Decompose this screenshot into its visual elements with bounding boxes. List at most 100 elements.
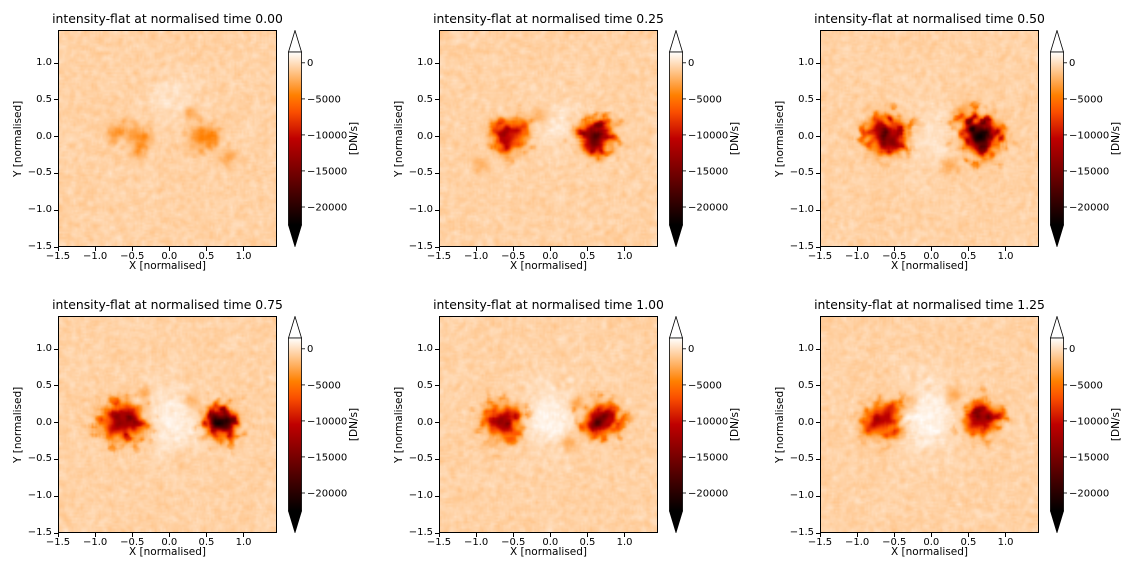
x-tick-mark (586, 533, 588, 537)
y-tick-label: 0.5 (417, 93, 433, 105)
x-tick-mark (205, 247, 207, 251)
x-tick-mark (624, 247, 626, 251)
colorbar-gradient-bar (1050, 337, 1064, 512)
y-tick-mark (54, 172, 58, 174)
x-tick-label: 0.5 (198, 537, 215, 548)
panel-title: intensity-flat at normalised time 0.25 (433, 11, 664, 26)
colorbar-axis-label: [DN/s] (348, 408, 360, 441)
x-tick-mark (94, 533, 96, 537)
y-tick-label: 1.0 (798, 343, 814, 355)
colorbar-gradient-bar (288, 51, 302, 226)
y-tick-label: −1.0 (408, 204, 433, 216)
x-tick-label: 0.5 (960, 251, 977, 262)
y-tick-mark (816, 136, 820, 138)
y-tick-mark (54, 99, 58, 101)
colorbar-extend-under-arrow (669, 510, 684, 533)
x-tick-label: −1.0 (463, 251, 489, 262)
colorbar-tick-label: −15000 (688, 452, 728, 463)
y-tick-mark (816, 422, 820, 424)
colorbar-extend-over-arrow (288, 30, 303, 53)
y-tick-label: −1.5 (408, 527, 433, 538)
colorbar-tick-label: −10000 (688, 130, 728, 141)
x-tick-mark (512, 533, 514, 537)
x-tick-mark (930, 533, 932, 537)
x-tick-mark (586, 247, 588, 251)
x-axis-label: X [normalised] (890, 260, 969, 272)
panel-title: intensity-flat at normalised time 0.50 (814, 11, 1045, 26)
x-tick-mark (1005, 533, 1007, 537)
colorbar-extend-over-arrow (669, 30, 684, 53)
y-tick-mark (816, 209, 820, 211)
x-tick-mark (967, 533, 969, 537)
y-tick-label: 0.5 (417, 379, 433, 391)
colorbar-extend-under-arrow (669, 224, 684, 247)
x-tick-mark (856, 533, 858, 537)
colorbar-tick-label: −20000 (307, 488, 347, 499)
colorbar-axis-label: [DN/s] (1110, 408, 1122, 441)
colorbar-extend-under-arrow (288, 510, 303, 533)
x-tick-label: −1.5 (426, 537, 452, 548)
colorbar-axis-label: [DN/s] (729, 408, 741, 441)
x-tick-label: 1.0 (997, 251, 1014, 262)
x-tick-label: −1.5 (45, 537, 71, 548)
colorbar-tick-label: −5000 (1069, 94, 1103, 105)
x-axis-label: X [normalised] (128, 546, 207, 558)
colorbar: 0 −5000 −10000 −15000 −20000 [DN/s] (288, 30, 360, 247)
colorbar-tick-label: −5000 (307, 94, 341, 105)
colorbar-tick-label: −10000 (307, 130, 347, 141)
colorbar: 0 −5000 −10000 −15000 −20000 [DN/s] (1050, 316, 1122, 533)
x-tick-label: 1.0 (616, 251, 633, 262)
y-tick-mark (435, 99, 439, 101)
x-tick-label: −1.0 (82, 537, 108, 548)
x-tick-mark (475, 247, 477, 251)
colorbar-tick-label: 0 (307, 344, 313, 355)
colorbar-extend-over-arrow (288, 316, 303, 339)
y-tick-mark (816, 172, 820, 174)
x-axis-label: X [normalised] (509, 260, 588, 272)
colorbar: 0 −5000 −10000 −15000 −20000 [DN/s] (288, 316, 360, 533)
subplot-time-0.50: intensity-flat at normalised time 0.50 Y … (762, 0, 1143, 286)
y-tick-mark (435, 62, 439, 64)
y-tick-label: 0.5 (798, 93, 814, 105)
x-tick-label: −0.5 (882, 537, 907, 548)
x-tick-mark (438, 247, 440, 251)
x-tick-mark (893, 247, 895, 251)
colorbar-axis-label: [DN/s] (348, 122, 360, 155)
plot-axes (439, 30, 658, 247)
x-tick-mark (168, 533, 170, 537)
colorbar-tick-label: −10000 (688, 416, 728, 427)
colorbar-gradient-bar (669, 337, 683, 512)
y-tick-label: 0.0 (417, 416, 433, 428)
x-tick-label: 1.0 (616, 537, 633, 548)
x-axis-label: X [normalised] (890, 546, 969, 558)
colorbar-tick-label: 0 (688, 58, 694, 69)
y-tick-mark (435, 532, 439, 534)
y-tick-label: 0.5 (36, 379, 52, 391)
colorbar-tick-label: 0 (1069, 344, 1075, 355)
x-tick-label: 0.0 (542, 251, 559, 262)
x-tick-mark (856, 247, 858, 251)
colorbar-tick-label: −10000 (1069, 416, 1109, 427)
colorbar-tick-label: −10000 (307, 416, 347, 427)
heatmap-image (440, 31, 657, 246)
y-tick-label: 0.5 (798, 379, 814, 391)
colorbar-tick-label: −5000 (688, 380, 722, 391)
x-tick-mark (168, 247, 170, 251)
y-tick-label: −1.0 (789, 490, 814, 502)
colorbar-extend-under-arrow (288, 224, 303, 247)
x-tick-mark (131, 533, 133, 537)
x-tick-mark (512, 247, 514, 251)
x-tick-label: −1.5 (807, 251, 833, 262)
y-tick-mark (54, 62, 58, 64)
colorbar-tick-label: −5000 (307, 380, 341, 391)
x-tick-mark (438, 533, 440, 537)
y-tick-mark (816, 458, 820, 460)
x-tick-label: −1.5 (807, 537, 833, 548)
y-tick-mark (435, 172, 439, 174)
heatmap-image (59, 317, 276, 532)
x-tick-mark (1005, 247, 1007, 251)
colorbar-extend-over-arrow (669, 316, 684, 339)
colorbar-tick-label: −10000 (1069, 130, 1109, 141)
heatmap-image (440, 317, 657, 532)
x-tick-mark (57, 247, 59, 251)
